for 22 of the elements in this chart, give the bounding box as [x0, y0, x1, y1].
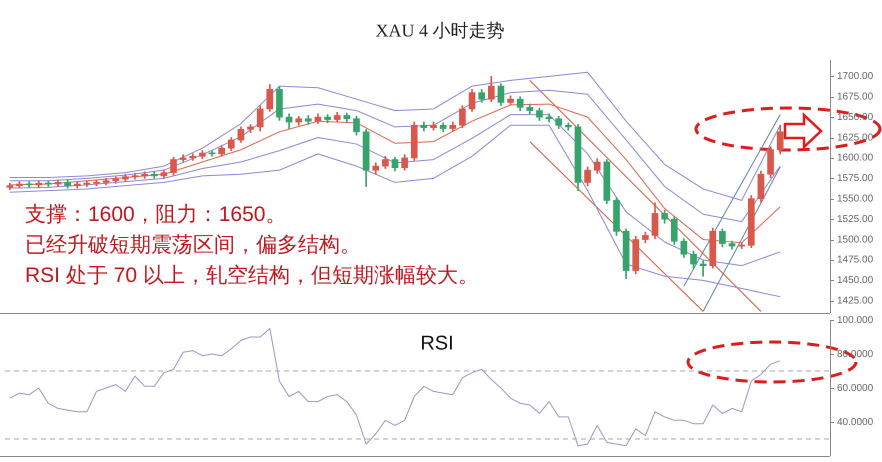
annotation: 支撑：1600，阻力：1650。 — [25, 202, 286, 226]
y-tick-label: 1575.00 — [837, 173, 874, 184]
annotation: RSI 处于 70 以上，轧空结构，但短期涨幅较大。 — [25, 264, 479, 287]
chart-title: XAU 4 小时走势 — [376, 20, 504, 41]
y-tick-label: 1425.00 — [837, 296, 874, 307]
y-tick-label: 1700.00 — [837, 71, 874, 82]
y-tick-label: 60.0000 — [837, 382, 874, 394]
text: RSI — [420, 332, 454, 355]
annotation: 已经升破短期震荡区间，偏多结构。 — [25, 233, 361, 256]
y-tick-label: 1500.00 — [837, 234, 874, 246]
candlestick — [546, 114, 552, 122]
y-tick-label: 1450.00 — [837, 275, 874, 286]
y-tick-label: 1475.00 — [837, 254, 874, 266]
candlestick — [93, 180, 100, 186]
y-tick-label: 40.0000 — [837, 416, 874, 428]
y-tick-label: 100.000 — [837, 314, 874, 326]
y-tick-label: 1650.00 — [837, 112, 874, 123]
y-tick-label: 1550.00 — [837, 193, 874, 204]
y-tick-label: 1675.00 — [837, 91, 874, 102]
y-tick-label: 1525.00 — [837, 214, 874, 225]
y-tick-label: 1600.00 — [837, 152, 874, 164]
candlestick — [132, 173, 138, 180]
